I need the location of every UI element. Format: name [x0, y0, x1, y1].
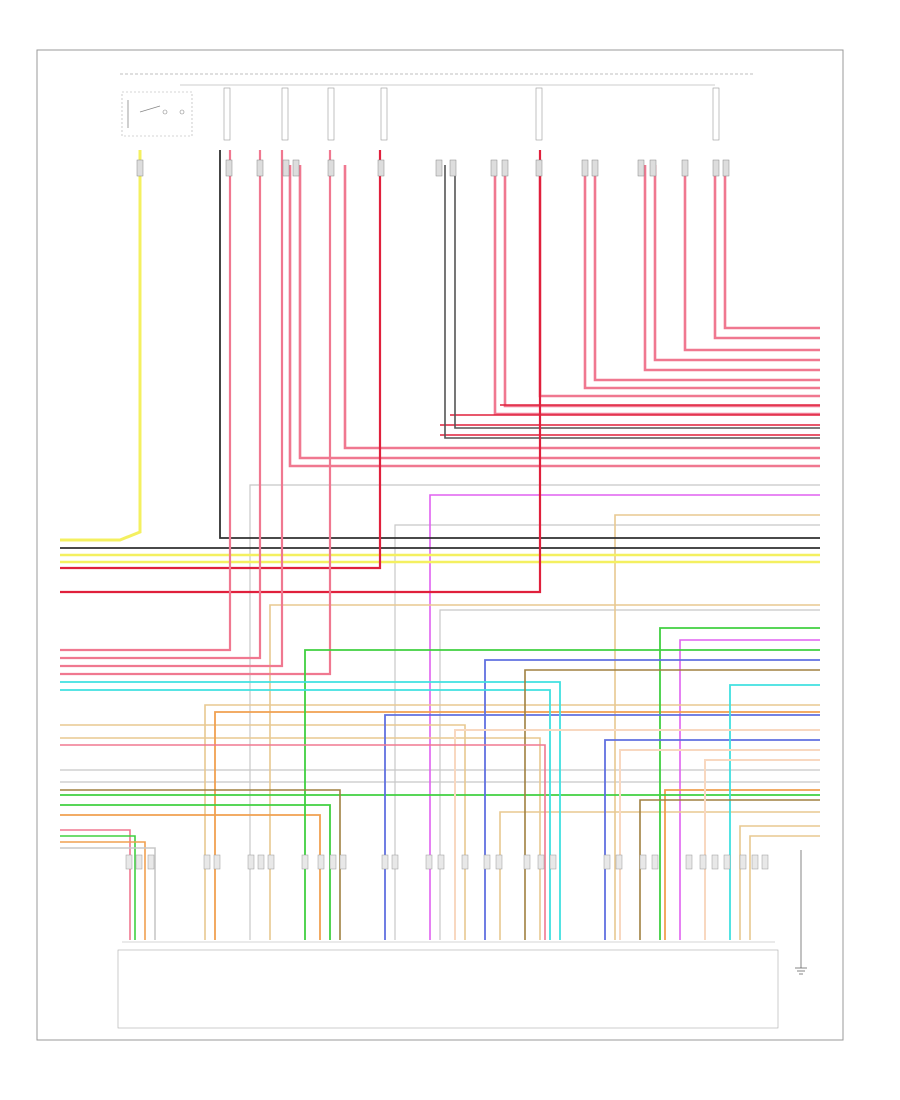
black-wire-bundle [60, 150, 820, 549]
pink-left-horizontal [60, 150, 332, 676]
olive-wire-bundle [60, 669, 820, 940]
pink-lower-bundle [60, 744, 546, 940]
violet-wire [429, 494, 820, 940]
red-left-horizontal [60, 150, 542, 594]
connector-stubs-top [136, 159, 730, 177]
pink-wire-bundle [288, 165, 820, 468]
yellow-horizontal [60, 553, 820, 564]
control-module-box [117, 949, 779, 1029]
bottom-left-wires [60, 835, 156, 940]
red-wire-bundle [440, 404, 820, 436]
ignition-relay-box [121, 91, 193, 137]
diagram-frame [36, 49, 844, 1041]
black-wire-top [444, 165, 820, 439]
green-wire-bundle [60, 627, 820, 940]
fuse-block-group [223, 87, 720, 141]
wire-yellow-main [60, 150, 142, 542]
gray-wire-bundle [60, 484, 820, 940]
ground-symbol [795, 850, 807, 975]
peach-wire-bundle [454, 729, 820, 940]
connector-stubs-bottom [125, 854, 769, 870]
